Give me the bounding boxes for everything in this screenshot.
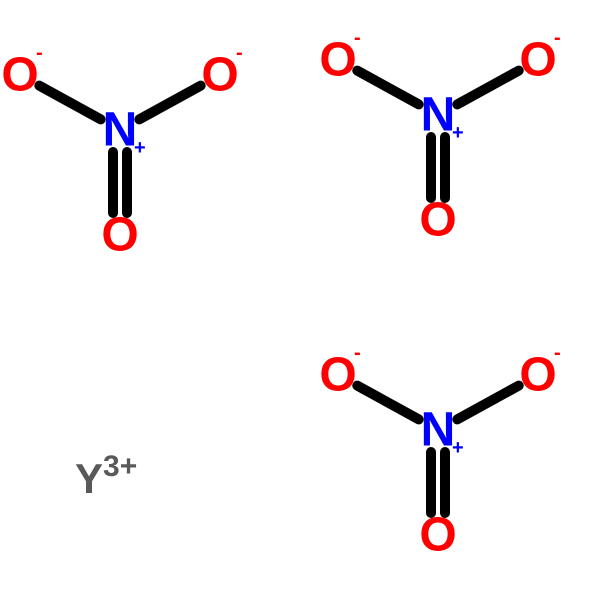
charge-negative: - — [354, 27, 361, 49]
oxygen-atom: O — [101, 209, 138, 262]
bond-single — [457, 386, 518, 420]
nitrogen-atom: N — [421, 89, 456, 142]
oxygen-atom: O — [519, 349, 556, 402]
charge-negative: - — [236, 42, 243, 64]
yttrium-cation: Y3+ — [75, 450, 137, 502]
charge-negative: - — [354, 342, 361, 364]
bond-single — [357, 386, 418, 420]
oxygen-atom: O — [419, 194, 456, 247]
oxygen-atom: O — [419, 509, 456, 562]
oxygen-atom: O — [201, 49, 238, 102]
bond-single — [357, 71, 418, 105]
oxygen-atom: O — [319, 349, 356, 402]
bond-single — [39, 86, 100, 120]
oxygen-atom: O — [519, 34, 556, 87]
charge-negative: - — [554, 342, 561, 364]
bond-single — [457, 71, 518, 105]
molecule-diagram: OOON--+OOON--+OOON--+Y3+ — [0, 0, 600, 600]
oxygen-atom: O — [319, 34, 356, 87]
charge-positive: + — [452, 122, 464, 144]
charge-positive: + — [452, 437, 464, 459]
charge-positive: + — [134, 137, 146, 159]
oxygen-atom: O — [1, 49, 38, 102]
nitrogen-atom: N — [103, 104, 138, 157]
nitrogen-atom: N — [421, 404, 456, 457]
charge-negative: - — [36, 42, 43, 64]
charge-negative: - — [554, 27, 561, 49]
bond-single — [139, 86, 200, 120]
